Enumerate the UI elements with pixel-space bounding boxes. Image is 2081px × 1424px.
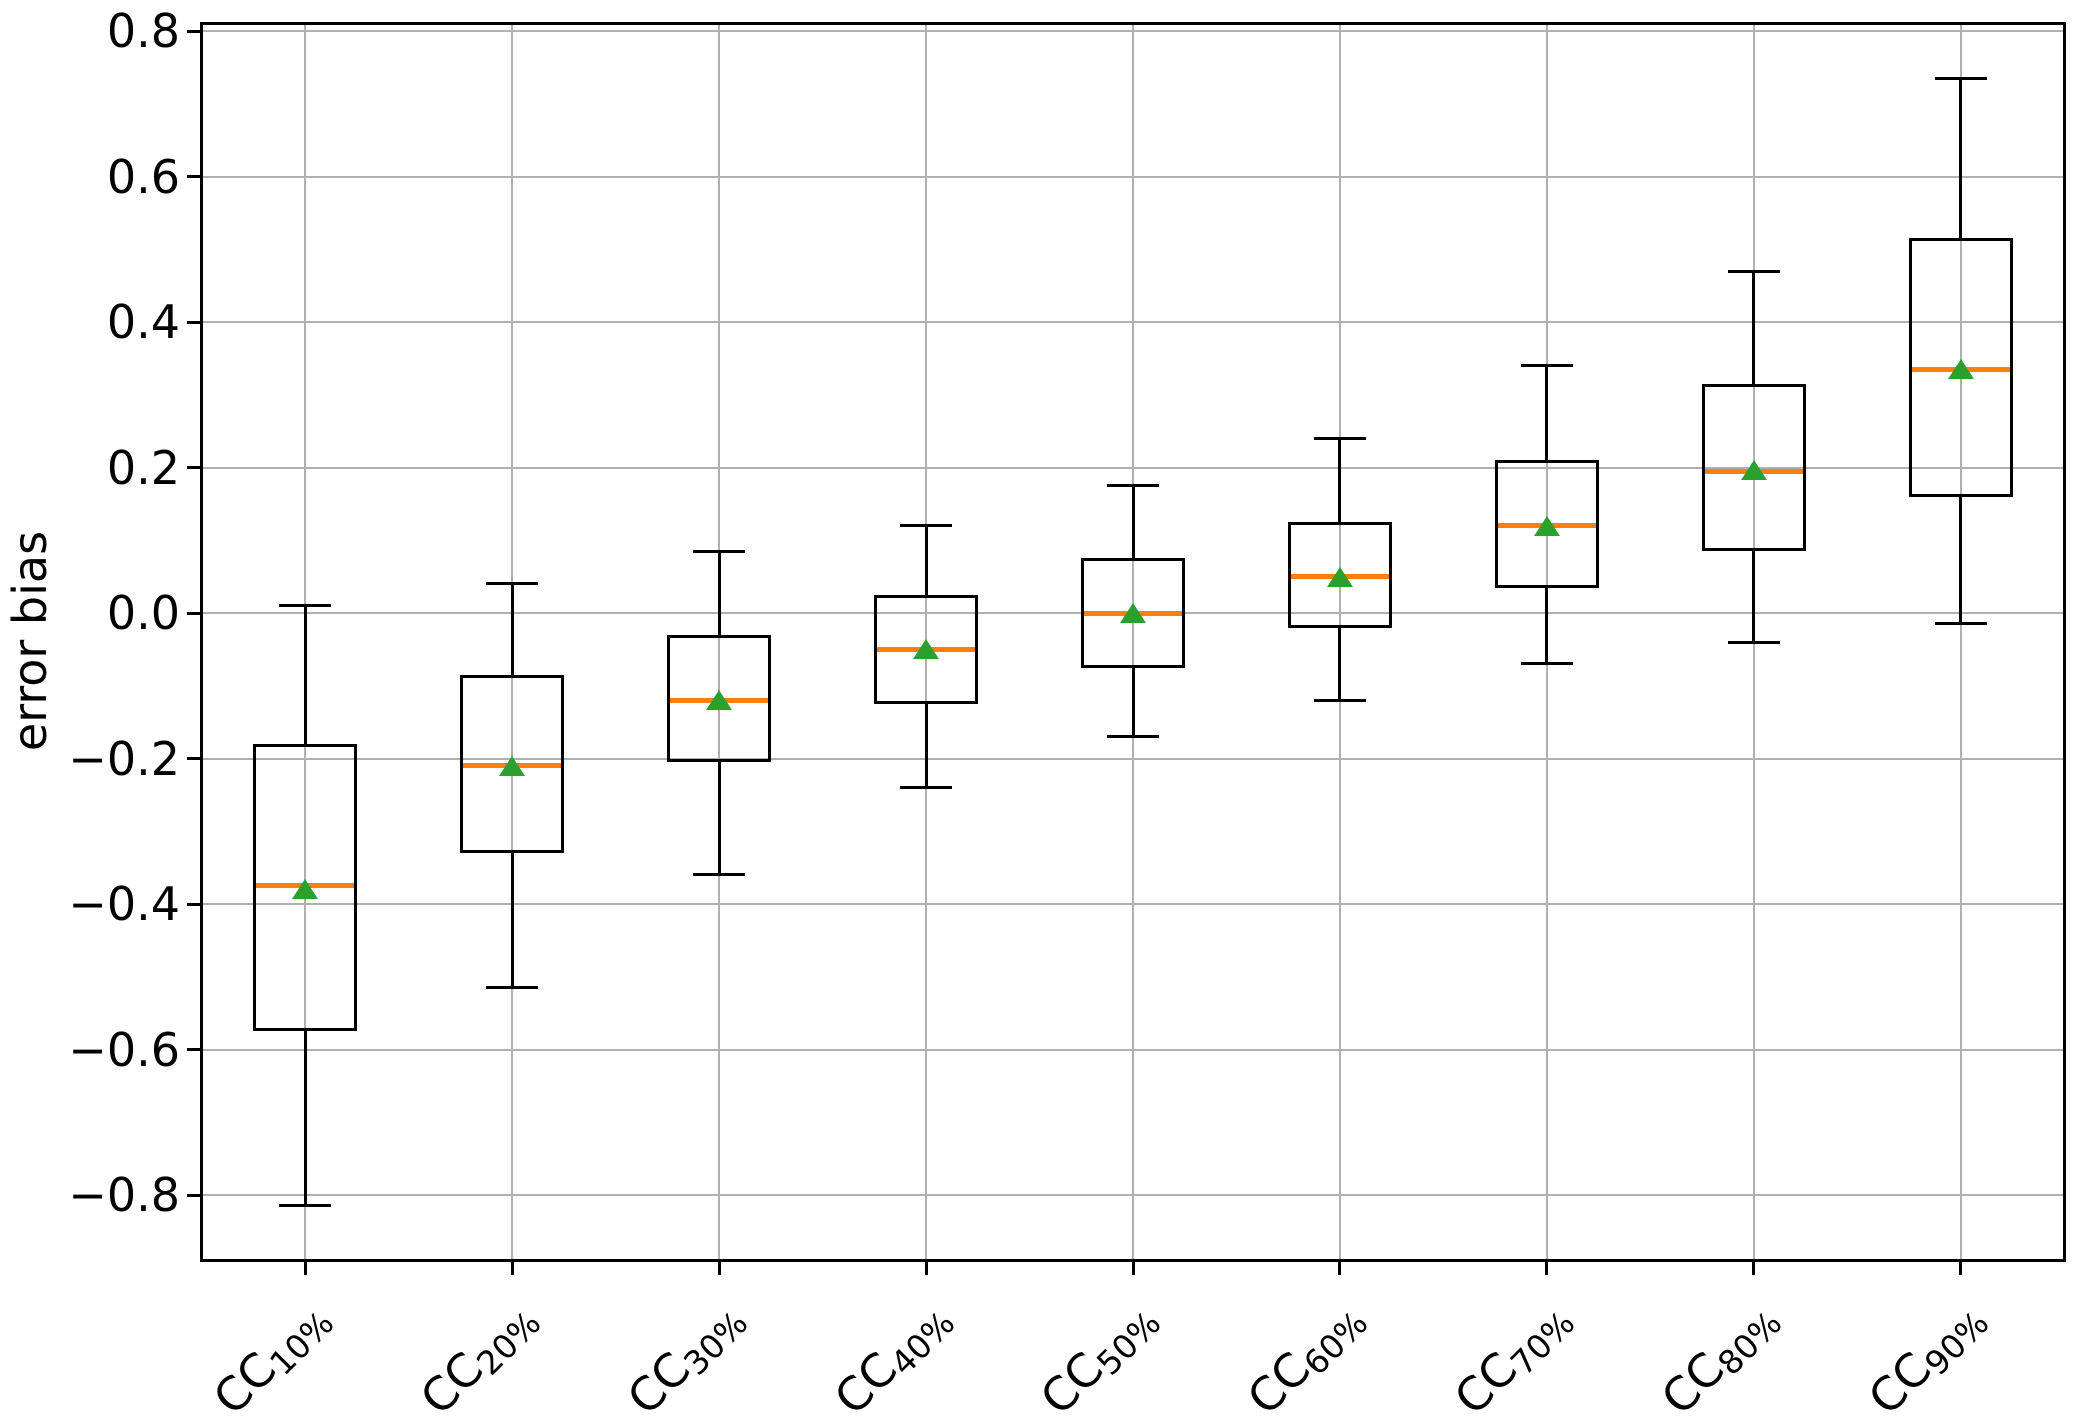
x-tick <box>924 1262 928 1275</box>
y-tick-label: 0.0 <box>106 586 180 640</box>
upper-whisker-cap <box>486 582 539 586</box>
y-tick-label: 0.6 <box>106 149 180 204</box>
x-tick-label: CC50% <box>1030 1291 1173 1424</box>
mean-marker <box>1533 515 1560 536</box>
box-iqr <box>1494 460 1599 588</box>
plot-area <box>200 22 2066 1262</box>
x-tick <box>510 1262 514 1275</box>
box-iqr <box>1081 558 1185 668</box>
y-tick <box>187 902 200 906</box>
x-tick-label: CC40% <box>823 1291 966 1424</box>
upper-whisker <box>303 605 307 744</box>
y-tick-label: 0.4 <box>106 295 180 349</box>
y-tick <box>187 320 200 324</box>
y-tick-label: −0.4 <box>68 877 180 931</box>
x-tick <box>1959 1262 1963 1275</box>
box-iqr <box>1908 238 2013 497</box>
lower-whisker <box>1959 496 1963 624</box>
y-tick <box>187 1048 200 1051</box>
x-tick-label: CC80% <box>1651 1291 1793 1424</box>
lower-whisker-cap <box>693 873 746 877</box>
lower-whisker <box>924 703 928 788</box>
x-tick <box>1338 1262 1342 1275</box>
mean-marker <box>1120 603 1146 623</box>
lower-whisker-cap <box>279 1204 332 1208</box>
x-gridline <box>1959 25 1962 1259</box>
y-tick-label: 0.2 <box>106 440 180 495</box>
upper-whisker-cap <box>1107 484 1159 488</box>
y-tick-label: −0.2 <box>68 731 180 786</box>
lower-whisker <box>1752 551 1756 643</box>
lower-whisker-cap <box>1727 640 1780 644</box>
x-tick-label: CC90% <box>1858 1291 2000 1424</box>
lower-whisker <box>1545 587 1549 664</box>
upper-whisker-cap <box>279 604 332 608</box>
upper-whisker <box>1338 438 1342 523</box>
box-iqr <box>253 743 358 1032</box>
upper-whisker-cap <box>693 549 746 553</box>
y-tick-label: −0.6 <box>68 1022 180 1077</box>
mean-marker <box>499 755 526 776</box>
x-tick <box>717 1262 721 1275</box>
upper-whisker-cap <box>1520 364 1573 368</box>
x-tick-label: CC60% <box>1237 1291 1380 1424</box>
upper-whisker <box>924 525 928 595</box>
x-tick-label: CC10% <box>203 1291 345 1424</box>
upper-whisker-cap <box>1313 436 1366 440</box>
lower-whisker <box>303 1031 307 1206</box>
lower-whisker <box>1338 627 1342 701</box>
box-iqr <box>667 634 772 763</box>
x-gridline <box>718 25 721 1259</box>
y-tick <box>187 466 200 469</box>
x-tick <box>303 1262 307 1275</box>
box-iqr <box>1287 522 1392 628</box>
y-tick <box>187 175 200 178</box>
upper-whisker <box>1545 365 1549 461</box>
y-tick-label: 0.8 <box>106 4 180 58</box>
lower-whisker <box>510 853 514 988</box>
box-iqr <box>874 594 979 704</box>
lower-whisker-cap <box>1313 698 1366 702</box>
upper-whisker-cap <box>1934 76 1987 80</box>
upper-whisker-cap <box>1727 269 1780 273</box>
lower-whisker <box>1131 667 1135 737</box>
y-tick <box>187 611 200 615</box>
upper-whisker-cap <box>900 524 953 528</box>
mean-marker <box>1740 459 1767 480</box>
upper-whisker <box>717 551 721 635</box>
x-gridline <box>1132 25 1134 1259</box>
x-tick-label: CC30% <box>617 1291 759 1424</box>
box-iqr <box>460 674 565 854</box>
x-tick <box>1752 1262 1756 1275</box>
x-tick-label: CC70% <box>1444 1291 1586 1424</box>
mean-marker <box>706 690 733 711</box>
lower-whisker-cap <box>1520 662 1573 666</box>
upper-whisker <box>1752 271 1756 384</box>
x-tick-label: CC20% <box>410 1291 552 1424</box>
y-tick <box>187 757 200 760</box>
lower-whisker-cap <box>486 986 539 990</box>
x-tick <box>1545 1262 1549 1275</box>
box-iqr <box>1701 383 1806 552</box>
mean-marker <box>1326 566 1353 587</box>
lower-whisker-cap <box>1107 735 1159 739</box>
upper-whisker <box>1131 485 1135 559</box>
x-tick <box>1131 1262 1135 1275</box>
mean-marker <box>292 879 319 900</box>
lower-whisker-cap <box>900 786 953 790</box>
upper-whisker <box>1959 78 1963 239</box>
mean-marker <box>913 639 940 660</box>
mean-marker <box>1947 359 1974 380</box>
upper-whisker <box>510 583 514 675</box>
lower-whisker <box>717 762 721 875</box>
y-tick-label: −0.8 <box>68 1168 180 1222</box>
y-tick <box>187 1193 200 1197</box>
y-tick <box>187 29 200 33</box>
lower-whisker-cap <box>1934 622 1987 626</box>
